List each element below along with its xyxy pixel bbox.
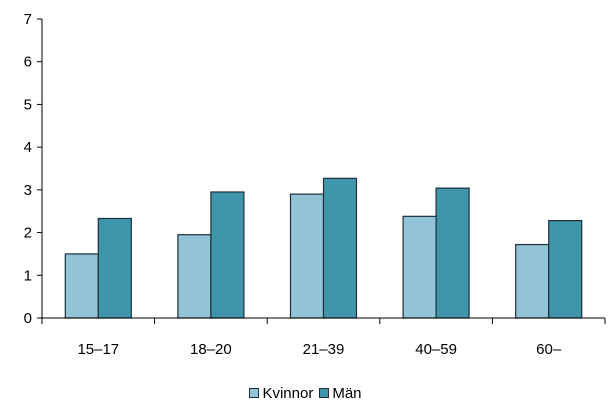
y-tick-label: 7 [24, 11, 32, 28]
bar-kvinnor-2 [177, 234, 212, 319]
x-axis: 15–17 18–20 21–39 40–59 60– [41, 317, 606, 358]
x-tick-label: 15–17 [77, 341, 119, 358]
bar-chart: 0 1 2 3 4 5 6 7 15–17 18–20 21–39 40–59 60– [24, 11, 606, 358]
y-tick-label: 1 [24, 267, 32, 284]
y-tick-label: 6 [24, 54, 32, 71]
bar-kvinnor-1 [64, 253, 99, 319]
x-tick-label: 60– [536, 341, 562, 358]
x-tick-label: 18–20 [190, 341, 232, 358]
y-tick-label: 0 [24, 310, 32, 327]
legend-item-man: Män [319, 384, 362, 402]
x-tick-label: 40–59 [415, 341, 457, 358]
bar-man-4 [435, 187, 470, 319]
bar-man-2 [210, 191, 245, 319]
bar-kvinnor-4 [402, 215, 437, 319]
y-tick-label: 5 [24, 96, 32, 113]
y-tick-label: 2 [24, 225, 32, 242]
legend-swatch-kvinnor [249, 388, 260, 398]
legend-swatch-man [319, 388, 330, 398]
legend-item-kvinnor: Kvinnor [249, 385, 313, 402]
bar-kvinnor-5 [515, 243, 550, 319]
x-tick-label: 21–39 [303, 341, 345, 358]
bar-man-5 [548, 220, 583, 319]
bars [64, 177, 583, 319]
y-tick-label: 4 [24, 139, 32, 156]
legend-label-man: Män [332, 384, 362, 402]
bar-kvinnor-3 [289, 193, 325, 319]
legend-label-kvinnor: Kvinnor [262, 384, 314, 402]
y-tick-label: 3 [24, 182, 32, 199]
y-axis: 0 1 2 3 4 5 6 7 [24, 11, 43, 327]
bar-man-3 [322, 177, 358, 319]
legend: Kvinnor Män [0, 382, 611, 404]
bar-man-1 [97, 217, 132, 319]
